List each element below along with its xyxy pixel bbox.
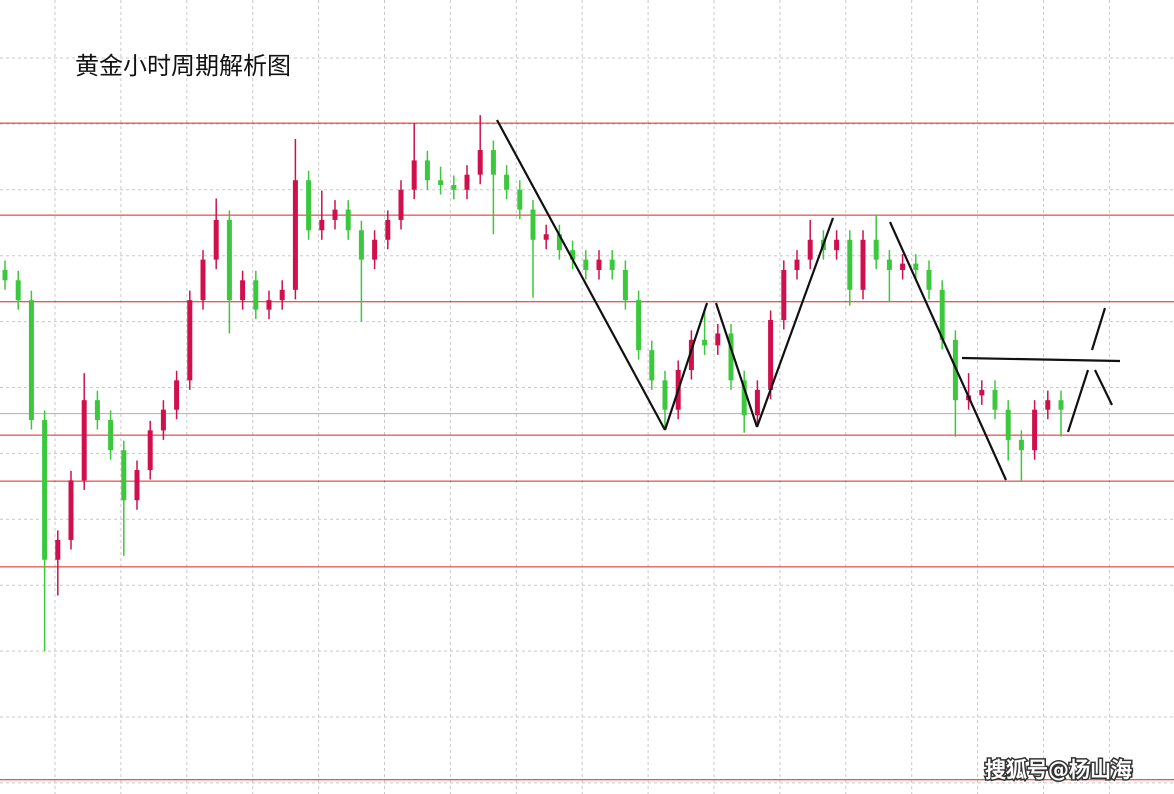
candle-body — [622, 269, 628, 301]
candle-body — [781, 269, 787, 320]
candle-body — [596, 259, 602, 270]
candle-body — [992, 389, 998, 410]
trend-line — [1066, 369, 1090, 433]
candle-body — [438, 180, 444, 186]
trend-line — [888, 221, 1008, 481]
candle-body — [530, 209, 536, 240]
candle-body — [477, 150, 483, 175]
candle-body — [385, 219, 391, 240]
candle-body — [1058, 400, 1064, 410]
candle-body — [160, 409, 166, 431]
candle-body — [715, 333, 721, 346]
candle-body — [28, 300, 34, 421]
candle-body — [266, 300, 272, 310]
candle-body — [860, 239, 866, 290]
trend-line — [1090, 307, 1107, 351]
trend-line — [496, 119, 666, 431]
candle-body — [94, 400, 100, 421]
candle-body — [900, 263, 906, 270]
candle-body — [926, 269, 932, 290]
candle-body — [68, 480, 74, 540]
candle-body — [636, 300, 642, 351]
candle-body — [464, 174, 470, 190]
candle-body — [319, 219, 325, 231]
candle-body — [517, 189, 523, 210]
candle-body — [2, 269, 8, 281]
candle-body — [490, 150, 496, 175]
candle-body — [240, 280, 246, 301]
candle-body — [741, 380, 747, 416]
candle-body — [609, 259, 615, 270]
watermark: 搜狐号@杨山海 — [985, 758, 1132, 782]
candle-body — [174, 380, 180, 410]
candle-body — [332, 209, 338, 220]
candle-body — [42, 420, 48, 560]
candle-body — [939, 289, 945, 340]
candle-body — [292, 180, 298, 290]
candle-body — [411, 160, 417, 190]
candle-body — [702, 339, 708, 346]
candle-body — [1018, 439, 1024, 451]
candle-body — [187, 300, 193, 381]
candle-body — [134, 470, 140, 501]
candle-body — [979, 389, 985, 396]
candle-body — [226, 219, 232, 301]
candle-body — [662, 380, 668, 410]
candle-body — [543, 234, 549, 240]
candle-body — [649, 350, 655, 381]
candle-body — [451, 185, 457, 190]
candle-body — [253, 280, 259, 310]
chart-title: 黄金小时周期解析图 — [75, 52, 291, 80]
candle-body — [55, 539, 61, 560]
candle-body — [847, 239, 853, 290]
candle-body — [754, 389, 760, 416]
candle-body — [213, 219, 219, 260]
candle-body — [504, 174, 510, 190]
candle-body — [147, 430, 153, 471]
candle-body — [688, 339, 694, 371]
candle-body — [121, 450, 127, 501]
candle-body — [81, 400, 87, 481]
candle-body — [424, 160, 430, 181]
levels — [0, 122, 1174, 781]
candle-body — [372, 239, 378, 260]
candle-body — [398, 189, 404, 220]
candle-body — [358, 230, 364, 260]
candle-body — [345, 209, 351, 231]
candle-body — [1005, 409, 1011, 440]
candle-body — [886, 259, 892, 270]
candle-body — [728, 333, 734, 381]
candle-body — [556, 234, 562, 251]
candle-body — [1045, 400, 1051, 410]
trend-line — [961, 356, 1121, 363]
trend-line — [714, 302, 759, 428]
candle-body — [306, 180, 312, 231]
trend-line — [663, 302, 709, 431]
candle-body — [794, 259, 800, 270]
trend-line — [1094, 369, 1113, 406]
candles — [2, 115, 1064, 652]
candle-body — [15, 280, 21, 301]
candle-body — [913, 263, 919, 270]
candle-body — [1032, 409, 1038, 451]
candle-body — [108, 420, 114, 451]
candle-body — [768, 319, 774, 390]
candle-body — [583, 259, 589, 270]
trend-line — [755, 217, 835, 428]
candle-body — [570, 250, 576, 260]
candle-body — [834, 239, 840, 251]
candle-body — [279, 289, 285, 301]
trend-lines — [496, 119, 1121, 481]
candle-body — [807, 239, 813, 260]
candle-body — [873, 239, 879, 260]
candle-body — [200, 259, 206, 301]
